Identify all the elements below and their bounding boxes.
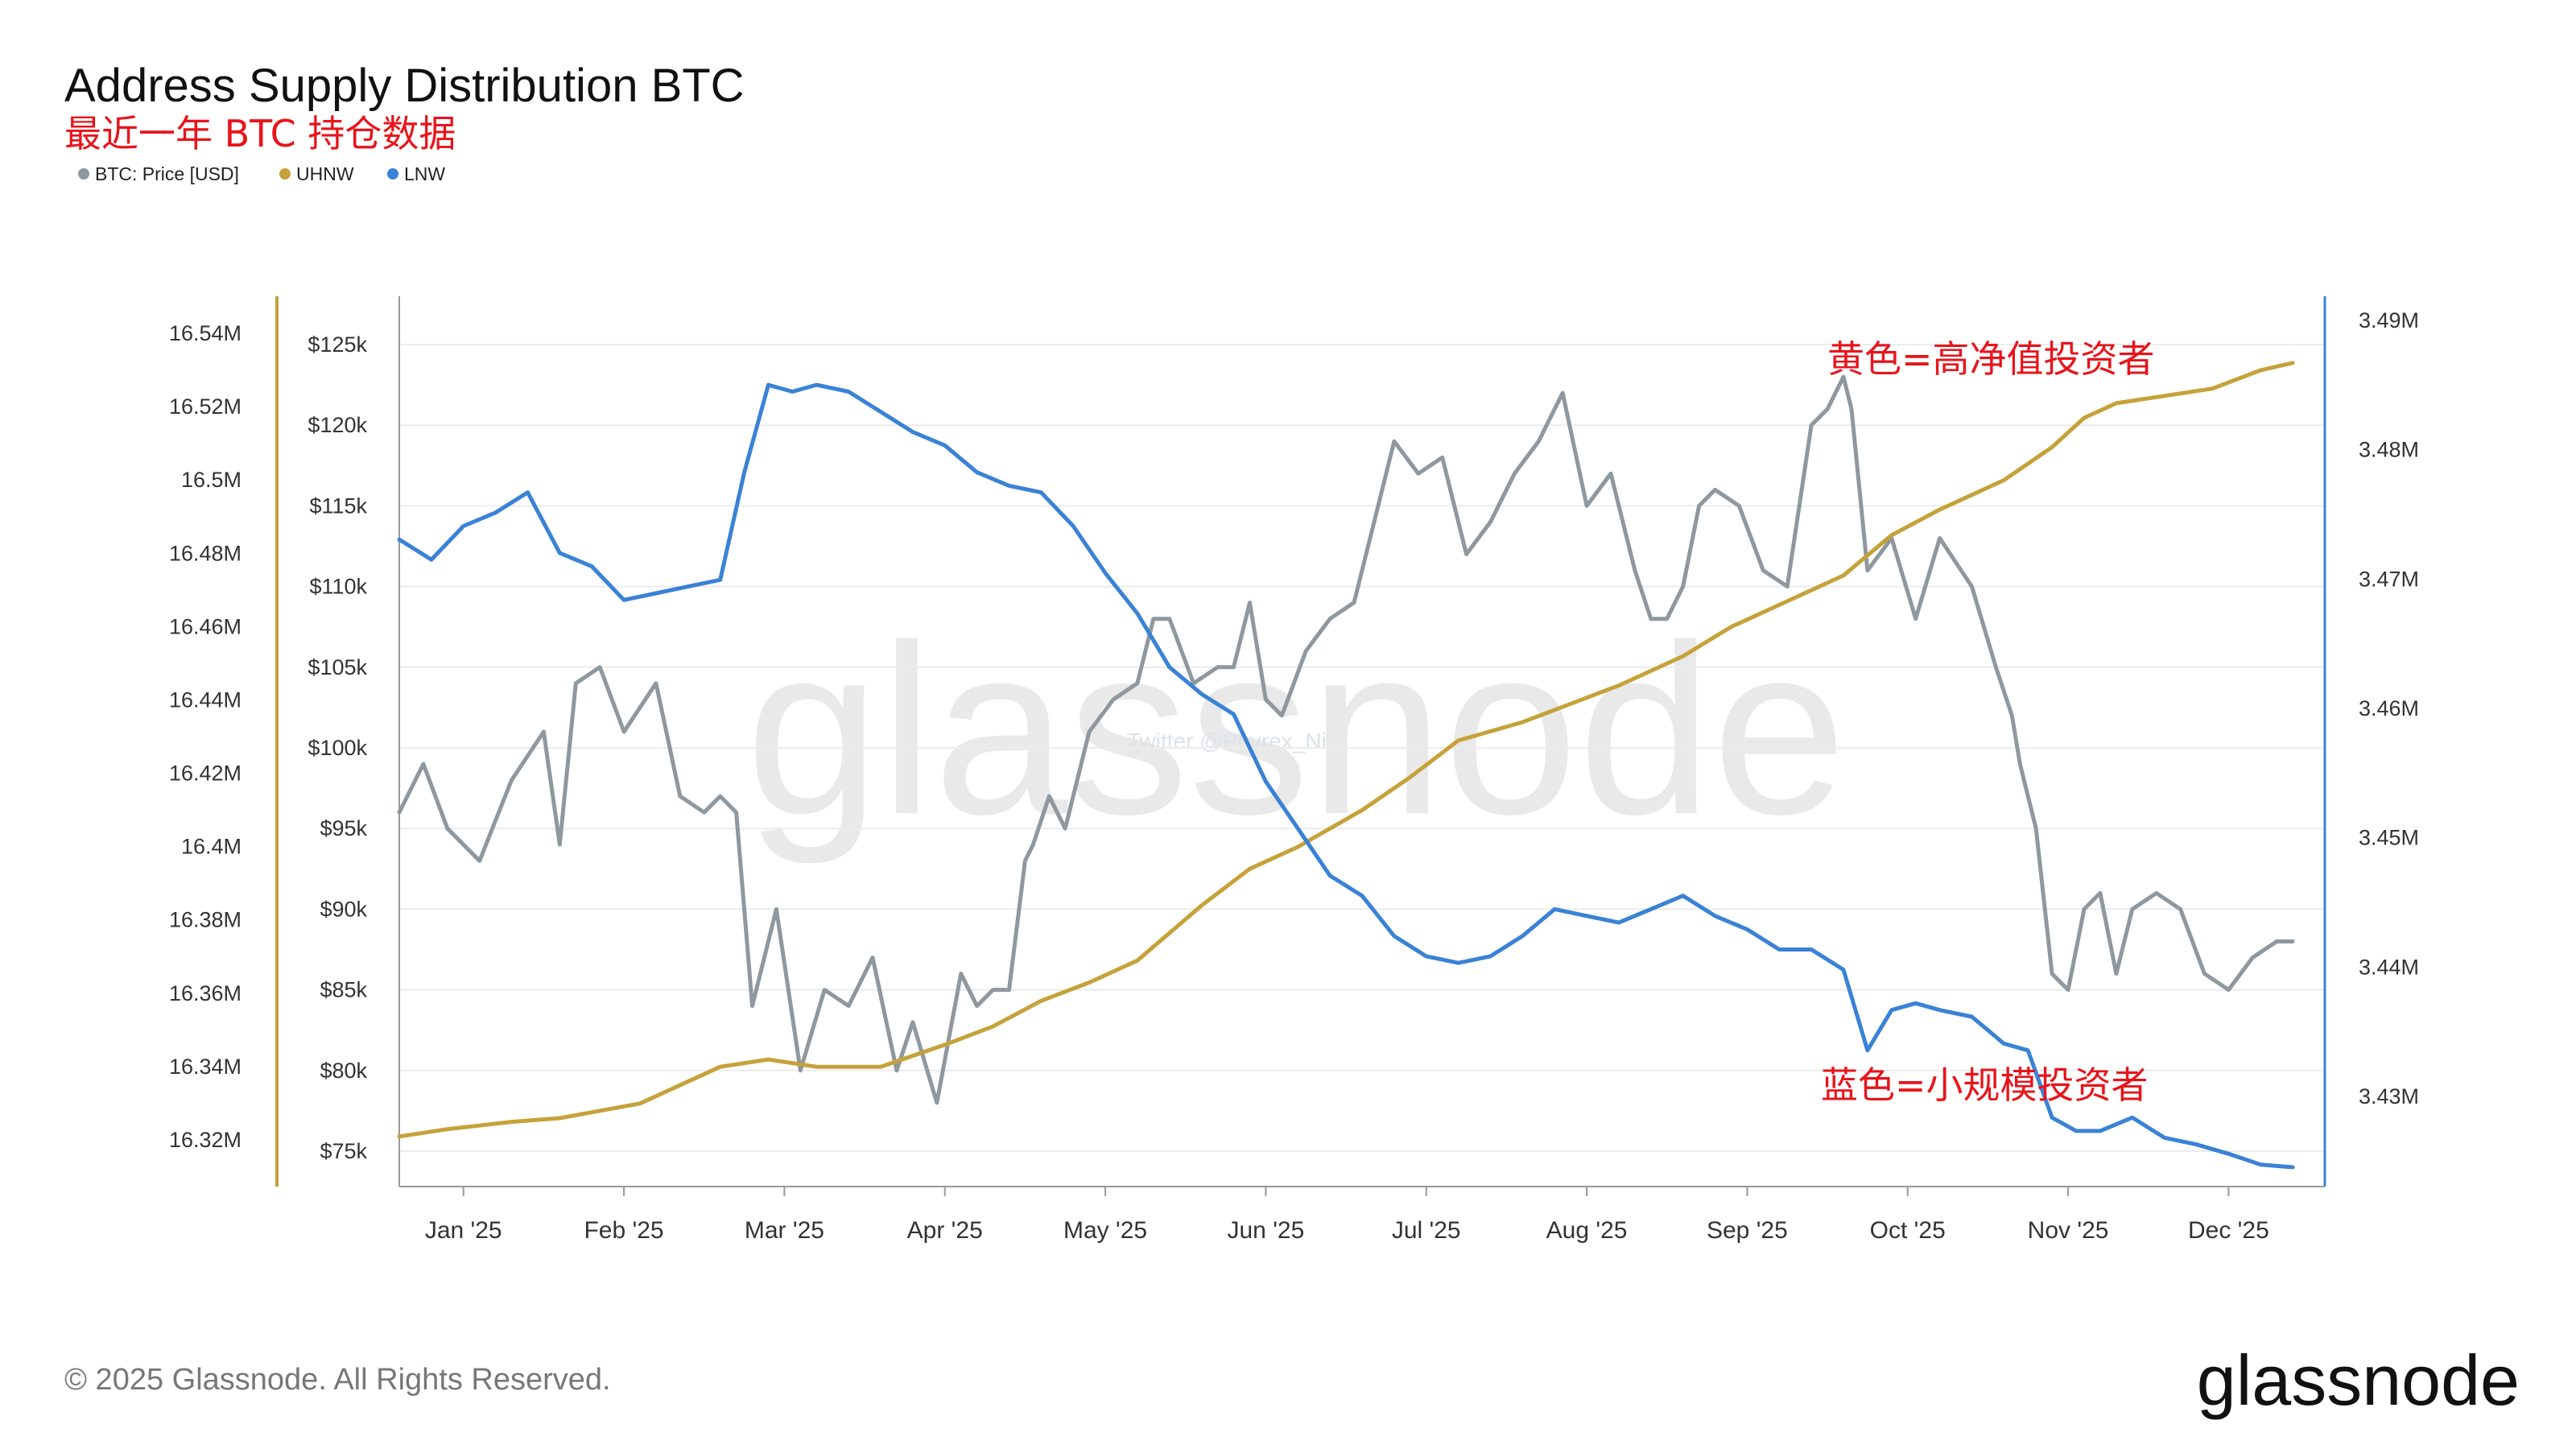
x-tick-label: Jan '25 (425, 1217, 502, 1244)
legend-marker-lnw (387, 168, 398, 180)
lnw-tick-label: 3.49M (2359, 308, 2419, 332)
uhnw-tick-label: 16.54M (169, 321, 242, 345)
price-tick-label: $125k (308, 332, 367, 357)
lnw-tick-label: 3.47M (2359, 567, 2419, 591)
lnw-tick-label: 3.44M (2359, 955, 2419, 979)
uhnw-tick-label: 16.36M (169, 981, 242, 1005)
series-lines (397, 361, 2295, 1170)
x-tick-label: Jul '25 (1392, 1217, 1461, 1244)
price-tick-label: $110k (309, 575, 367, 599)
series-line-lnw (397, 382, 2295, 1170)
watermark-handle: Twitter @Phyrex_Ni (1127, 729, 1327, 753)
annotation-blue: 蓝色=小规模投资者 (1821, 1063, 2149, 1107)
chart-subtitle: 最近一年 BTC 持仓数据 (64, 112, 456, 155)
legend: BTC: Price [USD] UHNW LNW (78, 163, 445, 184)
x-tick-label: Jun '25 (1227, 1217, 1304, 1244)
annotation-yellow: 黄色=高净值投资者 (1827, 337, 2155, 381)
lnw-tick-label: 3.45M (2359, 826, 2419, 850)
x-tick-label: Aug '25 (1546, 1217, 1628, 1244)
price-tick-label: $90k (320, 897, 367, 921)
price-tick-label: $95k (320, 816, 367, 840)
legend-label-lnw: LNW (404, 163, 445, 184)
watermark: glassnode (745, 594, 1847, 866)
lnw-tick-label: 3.43M (2359, 1084, 2419, 1108)
series-line-uhnw (397, 361, 2295, 1139)
uhnw-tick-label: 16.34M (169, 1055, 242, 1079)
uhnw-tick-label: 16.48M (169, 541, 242, 565)
x-tick-label: Mar '25 (745, 1217, 824, 1244)
footer-copyright: © 2025 Glassnode. All Rights Reserved. (64, 1363, 611, 1397)
x-tick-label: Dec '25 (2188, 1217, 2269, 1244)
x-tick-label: Sep '25 (1707, 1217, 1788, 1244)
price-tick-label: $120k (308, 413, 367, 437)
x-tick-label: Apr '25 (907, 1217, 983, 1244)
uhnw-tick-label: 16.44M (169, 687, 242, 712)
x-tick-label: Oct '25 (1870, 1217, 1946, 1244)
uhnw-tick-label: 16.42M (169, 762, 242, 786)
legend-label-uhnw: UHNW (296, 163, 354, 184)
legend-marker-price (78, 168, 89, 180)
price-tick-label: $75k (320, 1139, 367, 1163)
uhnw-tick-label: 16.4M (181, 835, 242, 859)
gridlines (399, 344, 2325, 1152)
price-tick-label: $115k (309, 493, 367, 518)
price-tick-label: $105k (308, 655, 367, 679)
uhnw-tick-label: 16.46M (169, 614, 242, 638)
x-tick-label: Nov '25 (2028, 1217, 2109, 1244)
axes: $125k $120k $115k $110k $105k $100k $95k $90k $8… (169, 296, 2419, 1244)
lnw-tick-label: 3.46M (2359, 696, 2419, 720)
uhnw-tick-label: 16.32M (169, 1128, 242, 1152)
series-line-price (397, 374, 2295, 1105)
price-tick-label: $85k (320, 978, 367, 1002)
lnw-tick-label: 3.48M (2359, 438, 2419, 462)
uhnw-tick-label: 16.5M (181, 468, 242, 492)
x-tick-label: Feb '25 (584, 1217, 663, 1244)
uhnw-tick-label: 16.52M (169, 394, 242, 419)
price-tick-label: $80k (320, 1059, 367, 1083)
legend-label-price: BTC: Price [USD] (95, 163, 239, 184)
x-tick-label: May '25 (1063, 1217, 1147, 1244)
chart-title: Address Supply Distribution BTC (64, 60, 745, 112)
legend-marker-uhnw (279, 168, 291, 180)
footer-logo: glassnode (2197, 1340, 2520, 1420)
uhnw-tick-label: 16.38M (169, 908, 242, 932)
price-tick-label: $100k (308, 736, 367, 760)
